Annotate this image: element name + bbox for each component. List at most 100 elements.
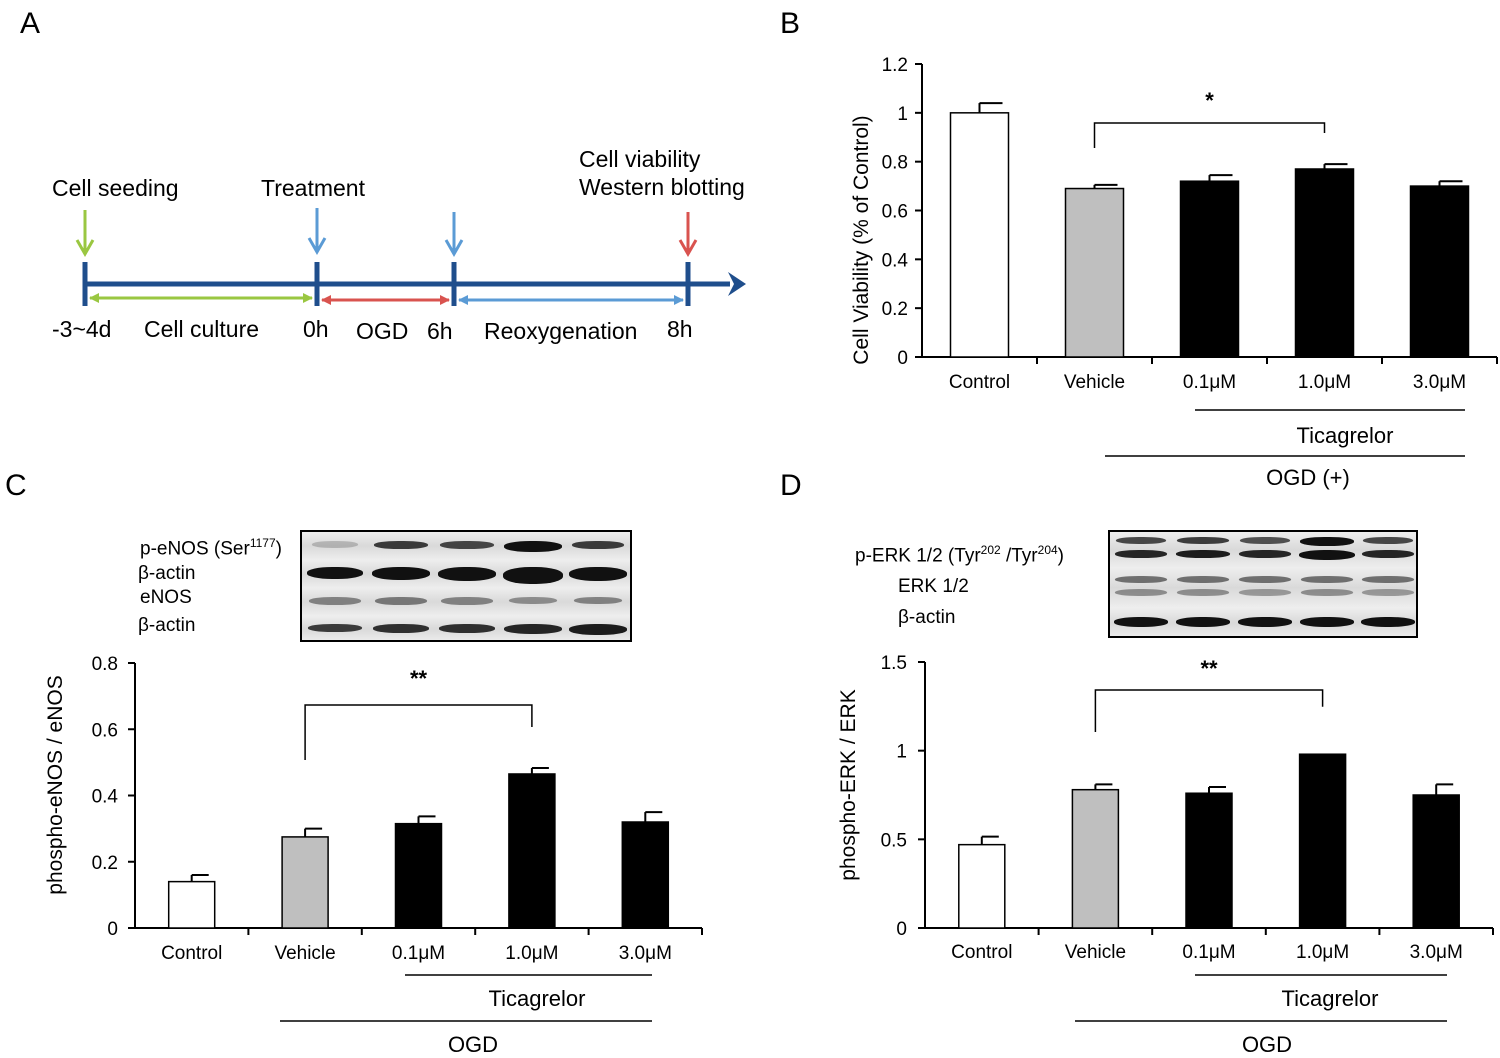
- blot-strip-beta-actin-d: [1110, 608, 1416, 636]
- blot-band: [1361, 617, 1415, 627]
- blot-band: [1177, 537, 1229, 544]
- y-tick-label: 0.8: [92, 654, 118, 675]
- category-label: Vehicle: [274, 943, 335, 964]
- blot-band: [503, 567, 563, 584]
- blot-strip-beta-actin-1: [302, 560, 630, 590]
- category-label: 0.1μM: [392, 943, 445, 964]
- blot-band: [572, 541, 624, 549]
- label-cell-seeding: Cell seeding: [52, 175, 179, 201]
- label-cell-viability: Cell viability: [579, 146, 701, 172]
- blot-band: [441, 597, 493, 605]
- bar: [1412, 794, 1460, 929]
- category-label: Control: [161, 943, 222, 964]
- label-western-blotting: Western blotting: [579, 174, 745, 200]
- blot-enos: [300, 530, 632, 642]
- blot-band: [504, 541, 562, 552]
- category-label: Control: [949, 372, 1010, 393]
- blot-band: [1301, 589, 1353, 596]
- bar: [621, 821, 670, 929]
- bar: [1409, 185, 1470, 358]
- category-label: 0.1μM: [1183, 372, 1236, 393]
- label-0h: 0h: [303, 316, 329, 342]
- blot-band: [438, 567, 496, 581]
- blot-band: [569, 624, 627, 635]
- y-tick-label: 0.5: [881, 830, 907, 851]
- timeline-axis-arrowhead: [728, 272, 746, 296]
- blot-band: [440, 541, 494, 549]
- category-label: 0.1μM: [1182, 942, 1235, 963]
- y-axis-label: phospho-ERK / ERK: [837, 689, 860, 880]
- chart-phospho-enos: 0 0.2 0.4 0.6 0.8 Control Vehicle 0.1μM 1.0μM 3.0…: [44, 654, 703, 1057]
- bar: [1294, 168, 1355, 358]
- blot-strip-p-erk: [1110, 532, 1416, 570]
- blot-band: [1176, 617, 1230, 627]
- blot-band: [1299, 550, 1355, 560]
- blot-band: [1176, 550, 1230, 558]
- label-treatment: Treatment: [261, 175, 366, 201]
- blot-label-beta-actin-c1: β-actin: [138, 563, 196, 584]
- label-reoxygenation: Reoxygenation: [484, 318, 637, 344]
- group-label: OGD: [1242, 1032, 1292, 1057]
- blot-strip-enos: [302, 588, 630, 618]
- blot-band: [1239, 589, 1291, 596]
- group-label: OGD (+): [1266, 465, 1350, 490]
- blot-band: [372, 567, 430, 580]
- blot-band: [307, 567, 363, 579]
- blot-band: [1362, 576, 1414, 583]
- bar: [949, 112, 1010, 358]
- category-label: Vehicle: [1064, 372, 1125, 393]
- y-tick-label: 0.2: [92, 853, 118, 874]
- category-label: 3.0μM: [1410, 942, 1463, 963]
- category-label: 3.0μM: [619, 943, 672, 964]
- arrow-6h: [444, 212, 464, 258]
- blot-band: [1115, 576, 1167, 583]
- y-tick-label: 1: [897, 104, 908, 125]
- blot-band: [1300, 537, 1354, 546]
- blot-label-enos: eNOS: [140, 587, 192, 608]
- blot-strip-erk: [1110, 568, 1416, 610]
- label-cell-culture: Cell culture: [144, 316, 259, 342]
- significance-label: **: [410, 666, 428, 691]
- bar: [1298, 753, 1347, 929]
- blot-label-p-enos: p-eNOS (Ser1177): [140, 536, 282, 560]
- bar: [281, 836, 329, 929]
- chart-phospho-erk: 0 0.5 1 1.5 Control Vehicle 0.1μM 1.0μM 3.0μM pho…: [837, 653, 1494, 1057]
- blot-band: [1115, 550, 1167, 558]
- blot-band: [373, 624, 429, 633]
- panel-label-c: C: [5, 469, 27, 502]
- y-tick-label: 0.4: [882, 250, 909, 271]
- y-tick-label: 0.8: [882, 153, 908, 174]
- y-tick-label: 0: [897, 348, 908, 369]
- group-label: Ticagrelor: [1297, 423, 1394, 448]
- arrow-8h: [678, 212, 698, 258]
- timeline: Cell seeding Treatment Cell viability We…: [52, 146, 746, 344]
- category-label: 1.0μM: [505, 943, 558, 964]
- blot-erk: [1108, 530, 1418, 638]
- blot-band: [1300, 617, 1354, 627]
- chart-cell-viability: 0 0.2 0.4 0.6 0.8 1 1.2 Control Vehicle 0.1μM 1.0μ…: [850, 55, 1498, 490]
- label-ogd: OGD: [356, 318, 408, 344]
- blot-label-beta-actin-d: β-actin: [898, 607, 956, 628]
- bar: [1185, 792, 1233, 929]
- blot-band: [1114, 617, 1168, 627]
- y-tick-label: 0.2: [882, 299, 908, 320]
- arrow-treatment: [307, 208, 327, 256]
- blot-label-p-erk: p-ERK 1/2 (Tyr202 /Tyr204): [855, 543, 1064, 567]
- category-label: Vehicle: [1065, 942, 1126, 963]
- bar: [508, 773, 556, 929]
- y-tick-label: 0: [107, 919, 118, 940]
- category-label: 3.0μM: [1413, 372, 1466, 393]
- blot-band: [1362, 589, 1414, 596]
- blot-band: [1238, 617, 1292, 627]
- bar: [1064, 187, 1125, 358]
- blot-band: [574, 597, 622, 604]
- blot-band: [1177, 589, 1229, 596]
- group-label: OGD: [448, 1032, 498, 1057]
- bar: [958, 843, 1006, 929]
- y-tick-label: 0: [896, 919, 907, 940]
- blot-label-erk: ERK 1/2: [898, 576, 969, 597]
- y-tick-label: 1: [896, 742, 907, 763]
- arrow-cell-seeding: [75, 210, 95, 258]
- y-tick-label: 0.6: [92, 720, 118, 741]
- significance-label: **: [1200, 656, 1218, 681]
